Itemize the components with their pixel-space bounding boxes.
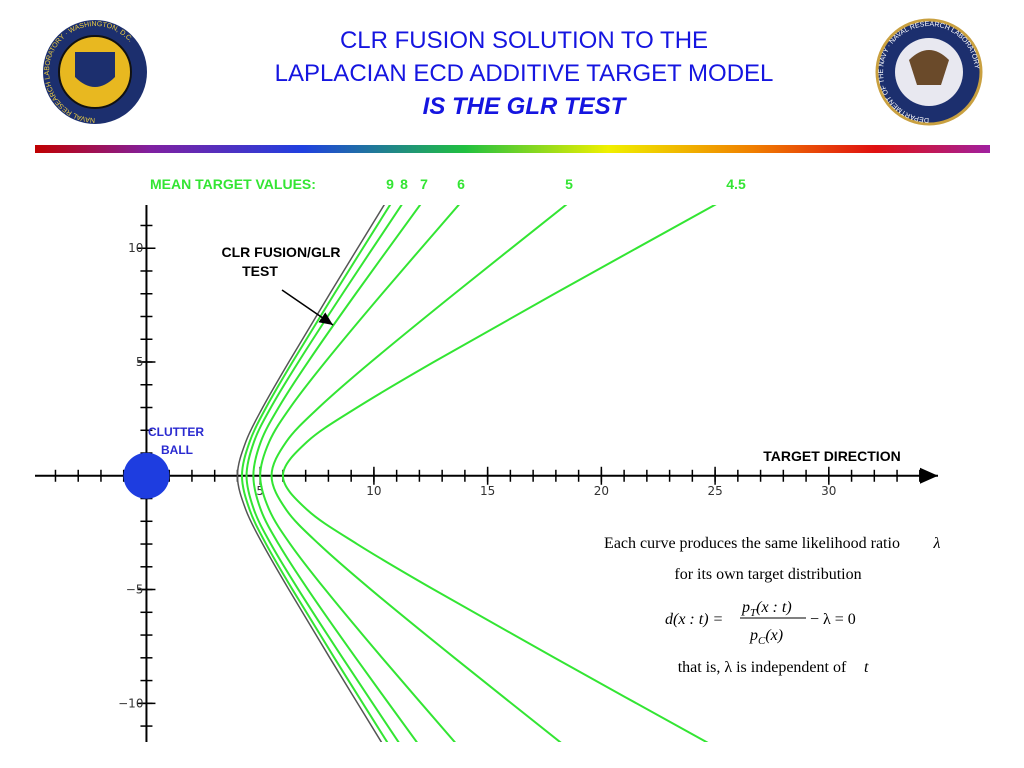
title-line: IS THE GLR TEST xyxy=(423,93,628,120)
legend-title: MEAN TARGET VALUES: xyxy=(150,176,316,192)
y-tick-label: 5 xyxy=(136,355,144,369)
annotation: TEST xyxy=(242,263,278,279)
x-tick-label: 25 xyxy=(707,484,722,498)
title-line: LAPLACIAN ECD ADDITIVE TARGET MODEL xyxy=(275,60,774,87)
formula-den: pC(x) xyxy=(749,627,783,647)
y-tick-label: −5 xyxy=(126,583,144,597)
series-line xyxy=(259,205,460,742)
formula-part: (x) xyxy=(765,627,783,644)
formula-num: pT(x : t) xyxy=(741,599,792,619)
x-tick-label: 15 xyxy=(480,484,495,498)
x-tick-label: 10 xyxy=(366,484,381,498)
series-line xyxy=(240,205,392,742)
series-line xyxy=(252,205,422,742)
formula-rhs: − λ = 0 xyxy=(810,611,856,628)
note-line: for its own target distribution xyxy=(674,566,861,583)
formula-lhs: d(x : t) = xyxy=(665,611,723,628)
title-line: CLR FUSION SOLUTION TO THE xyxy=(340,27,708,54)
clutter-ball xyxy=(123,452,170,499)
legend-entry: 9 xyxy=(386,176,394,192)
formula-part: p xyxy=(749,627,758,644)
annotation: CLUTTER xyxy=(148,425,204,439)
y-tick-label: 10 xyxy=(128,241,143,255)
logo-shield xyxy=(75,52,115,87)
note-symbol: λ xyxy=(933,535,941,552)
annotation: CLR FUSION/GLR xyxy=(222,244,341,260)
note-line: that is, λ is independent of xyxy=(678,659,847,676)
legend-entry: 6 xyxy=(457,176,465,192)
plot: 5 10 15 20 25 30 −10 −5 5 10 xyxy=(35,205,938,742)
note-line: Each curve produces the same likelihood … xyxy=(604,535,900,552)
note: Each curve produces the same likelihood … xyxy=(604,535,940,676)
logo-eagle xyxy=(909,50,949,85)
series-line xyxy=(270,205,568,742)
formula-part: T xyxy=(750,607,757,619)
x-tick-label: 20 xyxy=(594,484,609,498)
legend-entry: 8 xyxy=(400,176,408,192)
formula-part: C xyxy=(758,635,766,647)
x-tick-label: 5 xyxy=(256,484,264,498)
annotation: BALL xyxy=(161,443,193,457)
series-line xyxy=(236,205,385,742)
rainbow-bar xyxy=(35,145,990,153)
y-tick-label: −10 xyxy=(118,696,143,710)
curves xyxy=(236,205,717,742)
legend-entry: 7 xyxy=(420,176,428,192)
legend-entry: 4.5 xyxy=(726,176,746,192)
series-line xyxy=(281,205,717,742)
formula-part: (x : t) xyxy=(756,599,792,616)
annotation-arrow xyxy=(281,289,334,326)
legend-entry: 5 xyxy=(565,176,573,192)
series-line xyxy=(245,205,403,742)
left-logo: NAVAL RESEARCH LABORATORY · WASHINGTON, … xyxy=(43,20,147,124)
x-tick-label: 30 xyxy=(821,484,836,498)
x-axis-label: TARGET DIRECTION xyxy=(763,448,900,464)
note-var: t xyxy=(864,659,869,676)
right-logo: DEPARTMENT OF THE NAVY · NAVAL RESEARCH … xyxy=(875,18,983,126)
formula-part: p xyxy=(741,599,750,616)
